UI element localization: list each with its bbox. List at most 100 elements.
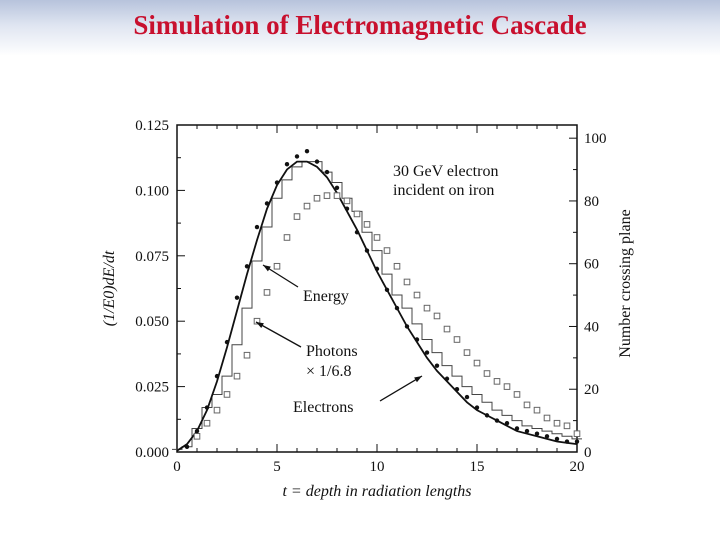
photon-point — [273, 262, 281, 270]
photons-label: Photons — [306, 343, 358, 360]
slide-title: Simulation of Electromagnetic Cascade — [133, 10, 587, 40]
photon-point — [563, 422, 571, 430]
y2-axis-label: Number crossing plane — [617, 209, 634, 357]
electron-point — [184, 444, 190, 449]
photon-point — [393, 262, 401, 270]
electron-point — [484, 413, 490, 418]
electron-point — [194, 428, 200, 434]
electron-point — [514, 426, 520, 431]
electron-point — [404, 324, 410, 329]
y-axis-label: (1/E0)dE/dt — [101, 250, 118, 326]
electron-point — [314, 159, 320, 164]
photon-point — [483, 370, 491, 377]
electron-point — [464, 394, 470, 400]
electron-point — [374, 266, 380, 272]
electron-point — [274, 180, 280, 185]
photon-point — [333, 192, 341, 199]
electron-point — [434, 363, 440, 368]
photon-point — [363, 221, 371, 228]
electron-point — [324, 169, 330, 175]
photon-point — [253, 317, 261, 325]
photon-point — [543, 414, 551, 422]
electron-point — [224, 339, 230, 345]
electron-point — [354, 230, 360, 235]
energy-label: Energy — [303, 288, 349, 305]
electron-point — [564, 439, 570, 444]
photon-point — [573, 430, 581, 437]
photon-point — [313, 194, 321, 202]
electrons-label: Electrons — [293, 399, 353, 416]
electron-point — [384, 287, 390, 293]
electron-point — [454, 387, 460, 392]
electron-point — [524, 428, 530, 434]
photon-point — [433, 312, 441, 320]
photon-point — [473, 359, 481, 367]
photon-point — [423, 304, 431, 312]
photon-point — [293, 213, 301, 220]
electron-point — [544, 434, 550, 439]
photon-point — [373, 234, 381, 241]
photon-point — [493, 378, 501, 385]
energy-curve — [176, 160, 578, 452]
photon-point — [533, 406, 541, 414]
y-tick-label: 0.000 — [135, 445, 169, 461]
title-band — [0, 0, 720, 56]
electron-point — [554, 436, 560, 442]
photon-point — [323, 192, 331, 199]
electron-point — [574, 439, 580, 444]
electron-point — [234, 295, 240, 300]
x-tick-label: 20 — [570, 459, 585, 475]
x-tick-label: 5 — [273, 459, 281, 475]
electron-point — [424, 350, 430, 355]
y-tick-label: 0.125 — [135, 118, 169, 134]
electrons-arrow — [379, 375, 423, 402]
energy-arrow-head — [263, 265, 271, 272]
photons-arrow-head — [256, 322, 264, 329]
photon-point — [263, 289, 271, 296]
electron-point — [294, 154, 300, 159]
photon-point — [403, 278, 411, 286]
electron-point — [504, 421, 510, 426]
electron-point — [204, 405, 210, 410]
annotation-text: 30 GeV electron — [393, 163, 498, 180]
y2-tick-label: 0 — [584, 445, 592, 461]
electron-point — [254, 224, 260, 230]
y-tick-label: 0.100 — [135, 183, 169, 199]
photons-scale-label: × 1/6.8 — [306, 363, 351, 380]
electron-point — [444, 376, 450, 381]
photons-arrow — [255, 321, 302, 348]
photon-point — [523, 401, 531, 409]
energy-histogram — [172, 161, 582, 450]
electron-point — [244, 264, 250, 269]
y-tick-label: 0.025 — [135, 380, 169, 396]
y2-tick-label: 20 — [584, 382, 599, 398]
electron-point — [534, 431, 540, 436]
x-tick-label: 15 — [470, 459, 485, 475]
electron-point — [264, 201, 270, 206]
electron-point — [394, 305, 400, 311]
electron-point — [344, 206, 350, 211]
photon-point — [203, 419, 211, 427]
photon-point — [503, 383, 511, 390]
y2-tick-label: 60 — [584, 257, 599, 273]
electron-point — [304, 148, 310, 154]
electron-point — [214, 373, 220, 379]
photon-point — [193, 433, 201, 440]
photon-point — [353, 210, 361, 218]
photon-point — [553, 419, 561, 427]
photon-point — [383, 247, 391, 254]
photon-point — [283, 234, 291, 241]
photon-point — [443, 325, 451, 333]
electron-point — [364, 248, 370, 253]
electron-point — [334, 185, 340, 190]
electron-point — [494, 418, 500, 423]
electrons-arrow-head — [414, 376, 422, 383]
y-tick-label: 0.050 — [135, 314, 169, 330]
x-tick-label: 0 — [173, 459, 181, 475]
photon-point — [463, 349, 471, 356]
y2-tick-label: 100 — [584, 131, 607, 147]
y2-tick-label: 40 — [584, 319, 599, 335]
photon-point — [413, 291, 421, 299]
photon-point — [213, 406, 221, 414]
